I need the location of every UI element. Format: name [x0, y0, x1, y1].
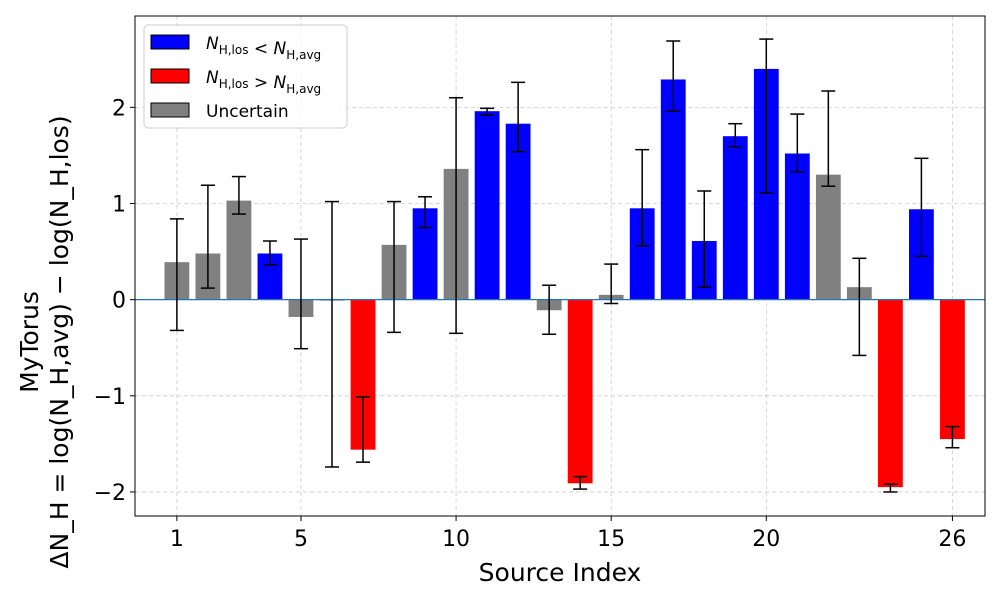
error-bar-6	[324, 200, 339, 468]
error-bar-15	[604, 263, 619, 305]
y-axis-label: MyTorus ΔN_H = log(N_H,avg) − log(N_H,lo…	[15, 115, 74, 568]
error-bar-19	[728, 122, 743, 148]
y-tick-label: 2	[112, 96, 126, 121]
error-bar-22	[821, 90, 836, 187]
error-bar-20	[759, 38, 774, 194]
x-tick-label: 15	[597, 527, 625, 552]
error-bar-4	[262, 240, 277, 266]
legend-entry-lower: NH,los < NH,avg	[150, 34, 321, 62]
error-bar-23	[852, 257, 867, 357]
bar-11	[474, 111, 500, 300]
bar-22	[815, 174, 841, 300]
bar-19	[722, 136, 748, 300]
legend-swatch-higher	[150, 68, 190, 84]
legend-entry-uncertain: Uncertain	[150, 102, 289, 122]
y-tick-label: −2	[94, 481, 126, 506]
error-bar-13	[542, 284, 557, 336]
error-bar-7	[356, 396, 371, 463]
y-axis-label-line1: MyTorus	[15, 291, 44, 393]
error-bar-24	[883, 483, 898, 493]
legend-label-uncertain: Uncertain	[206, 102, 289, 122]
error-bar-11	[480, 107, 495, 116]
y-axis-label-line2: ΔN_H = log(N_H,avg) − log(N_H,los)	[45, 115, 74, 568]
y-tick-label: 1	[112, 193, 126, 218]
legend-label-lower: NH,los < NH,avg	[206, 34, 321, 62]
error-bar-26	[945, 425, 960, 449]
error-bar-17	[666, 40, 681, 112]
x-tick-label: 26	[938, 527, 966, 552]
legend-label-higher: NH,los > NH,avg	[206, 68, 321, 96]
bar-21	[784, 153, 810, 300]
error-bar-14	[573, 475, 588, 490]
legend-entry-higher: NH,los > NH,avg	[150, 68, 321, 96]
error-bar-8	[387, 200, 402, 334]
bar-14	[567, 299, 593, 484]
error-bar-21	[790, 113, 805, 173]
error-bar-25	[914, 157, 929, 258]
x-tick-label: 5	[294, 527, 308, 552]
error-bar-10	[449, 96, 464, 335]
error-bar-1	[169, 218, 184, 332]
legend-swatch-uncertain	[150, 102, 190, 118]
error-bar-3	[231, 175, 246, 215]
bar-24	[877, 299, 903, 488]
error-bar-9	[418, 196, 433, 229]
legend-swatch-lower	[150, 34, 190, 50]
x-tick-label: 20	[752, 527, 780, 552]
error-bar-2	[200, 184, 215, 289]
plot-frame	[134, 15, 986, 517]
y-tick-label: −1	[94, 385, 126, 410]
x-tick-label: 1	[170, 527, 184, 552]
bar-17	[660, 79, 686, 300]
error-bar-5	[293, 238, 308, 350]
bar-26	[940, 299, 965, 440]
x-tick-label: 10	[442, 527, 470, 552]
legend: NH,los < NH,avg NH,los > NH,avg Uncertain	[143, 24, 348, 129]
error-bar-18	[697, 190, 712, 288]
legend-box	[143, 24, 348, 129]
y-tick-label: 0	[112, 289, 126, 314]
bar-3	[226, 200, 252, 300]
x-axis-label: Source Index	[479, 558, 642, 587]
error-bar-12	[511, 81, 526, 153]
bar-12	[505, 123, 531, 300]
error-bar-16	[635, 148, 650, 247]
error-bars	[169, 38, 960, 493]
